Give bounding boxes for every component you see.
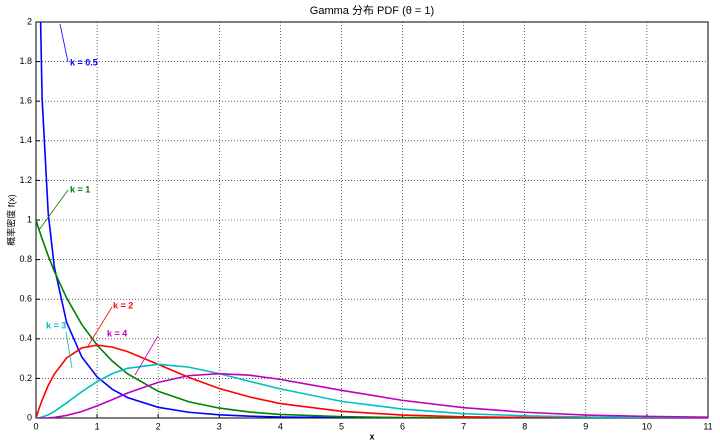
x-tick-label: 11 [703,421,712,431]
y-tick-label: 1.8 [19,56,32,66]
series-label: k = 3 [46,320,66,330]
x-tick-label: 9 [583,421,588,431]
y-tick-label: 0.8 [19,254,32,264]
series-label: k = 2 [113,300,133,310]
y-tick-label: 2 [27,16,32,26]
x-tick-label: 2 [156,421,161,431]
y-tick-label: 1 [27,214,32,224]
y-tick-label: 0.6 [19,294,32,304]
x-tick-label: 1 [95,421,100,431]
chart-title: Gamma 分布 PDF (θ = 1) [310,4,434,17]
y-tick-label: 1.4 [19,135,32,145]
series-line [36,344,708,418]
x-tick-label: 10 [642,421,652,431]
series-line [39,22,708,418]
annotation-arrow [134,335,159,376]
y-tick-label: 1.6 [19,96,32,106]
x-tick-label: 7 [461,421,466,431]
series-label: k = 1 [70,184,90,194]
annotation-arrow [65,331,73,369]
annotation-arrow [59,23,69,63]
x-tick-label: 8 [522,421,527,431]
x-tick-label: 0 [33,421,38,431]
plot-area [36,22,708,418]
x-tick-label: 6 [400,421,405,431]
x-tick-label: 4 [278,421,283,431]
series-label: k = 0.5 [70,57,98,67]
y-tick-label: 0.2 [19,373,32,383]
x-axis-label: x [369,431,374,441]
y-tick-label: 0.4 [19,333,32,343]
annotation-arrow [38,189,69,231]
series-line [36,372,708,418]
y-tick-label: 0 [27,412,32,422]
x-tick-label: 3 [217,421,222,431]
y-tick-label: 1.2 [19,175,32,185]
series-label: k = 4 [107,328,127,338]
y-axis-label: 概率密度 f(x) [5,194,16,246]
series-line [36,363,708,418]
annotation-arrow [87,306,113,347]
x-tick-label: 5 [339,421,344,431]
